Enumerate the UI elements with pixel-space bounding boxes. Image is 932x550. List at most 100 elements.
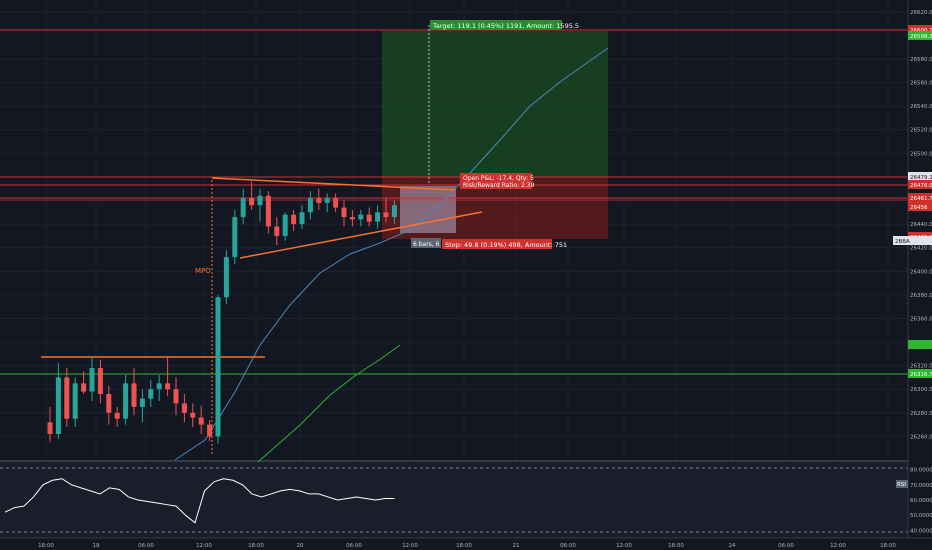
target-zone[interactable]: [382, 31, 608, 177]
time-tick-label: 18:00: [38, 543, 54, 549]
candle-body[interactable]: [215, 297, 221, 437]
rsi-badge-label: RSI: [897, 482, 906, 488]
time-axis-background: [0, 538, 932, 550]
candle-body[interactable]: [55, 377, 61, 435]
candle-body[interactable]: [165, 383, 171, 390]
rsi-line: [4, 478, 395, 524]
candle-body[interactable]: [282, 214, 288, 236]
candle-body[interactable]: [341, 207, 347, 218]
price-badge-label: 26316.7: [910, 372, 932, 378]
price-tick-label: 26440.0: [910, 222, 932, 228]
risk-reward-label: Risk/Reward Ratio: 2.39: [463, 182, 535, 189]
candle-body[interactable]: [156, 383, 162, 390]
price-tick-label: 26580.0: [910, 57, 932, 63]
price-badge: [908, 340, 932, 349]
rsi-badge-bg: [896, 480, 908, 488]
time-tick-label: 18:00: [456, 543, 472, 549]
time-tick-label: 12:00: [196, 543, 212, 549]
candle-body[interactable]: [190, 412, 196, 418]
price-tick-label: 26500.0: [910, 151, 932, 157]
candle-body[interactable]: [72, 383, 78, 419]
candle-body[interactable]: [181, 403, 187, 413]
target-label-bg: [430, 20, 562, 30]
candle-body[interactable]: [391, 205, 397, 218]
price-badge: [908, 202, 932, 211]
price-badge: [908, 31, 932, 40]
candle-body[interactable]: [81, 383, 87, 392]
candle-body[interactable]: [223, 257, 229, 298]
price-tick-label: 26540.0: [910, 104, 932, 110]
price-badge-label: 26461.7: [910, 196, 932, 202]
candle-body[interactable]: [139, 398, 145, 407]
stop-label: Stop: 49.8 (0.19%) 498, Amount: 751: [445, 241, 567, 249]
candle-body[interactable]: [240, 198, 246, 218]
candle-body[interactable]: [64, 377, 70, 419]
price-tick-label: 26360.0: [910, 316, 932, 322]
candle-body[interactable]: [148, 389, 154, 399]
candle-body[interactable]: [265, 195, 271, 227]
bars-label: 6 bars, 6: [413, 241, 440, 248]
candle-body[interactable]: [123, 383, 129, 419]
price-axis-background: [908, 0, 932, 550]
candle-body[interactable]: [383, 212, 389, 218]
time-tick-label: 06:00: [778, 543, 794, 549]
candle-body[interactable]: [274, 226, 280, 236]
time-tick-label: 06:00: [560, 543, 576, 549]
price-badge: [893, 236, 932, 245]
price-badge: [908, 193, 932, 202]
candle-body[interactable]: [324, 198, 330, 203]
price-tick-label: 26300.0: [910, 387, 932, 393]
candle-body[interactable]: [249, 198, 255, 206]
price-badge-label: 26476.0: [910, 183, 932, 189]
triangle-upper-trendline[interactable]: [211, 177, 456, 191]
rsi-tick-label: 40.0000: [910, 528, 932, 534]
price-tick-label: 26520.0: [910, 128, 932, 134]
triangle-lower-trendline[interactable]: [239, 211, 483, 259]
moving-average-green: [257, 344, 401, 463]
rsi-tick-label: 70.0000: [910, 483, 932, 489]
candle-body[interactable]: [97, 368, 103, 394]
open-pl-label: Open P&L: -17.4, Qty: 5: [463, 175, 534, 182]
time-tick-label: 20: [297, 543, 304, 549]
candle-body[interactable]: [89, 368, 95, 392]
candle-body[interactable]: [349, 217, 355, 220]
price-tick-label: 26320.0: [910, 364, 932, 370]
time-tick-label: 12:00: [402, 543, 418, 549]
candle-body[interactable]: [257, 195, 263, 206]
price-badge: [908, 25, 932, 34]
candle-body[interactable]: [106, 393, 112, 413]
time-tick-label: 18:00: [248, 543, 264, 549]
price-badge-label: 26479.1: [910, 175, 932, 181]
price-badge-label: 26456: [910, 205, 928, 211]
candle-body[interactable]: [366, 214, 372, 222]
pl-label-bg: [460, 173, 532, 189]
candle-body[interactable]: [333, 198, 339, 208]
candle-body[interactable]: [307, 198, 313, 213]
price-tick-label: 26400.0: [910, 269, 932, 275]
price-badge: [908, 369, 932, 378]
candle-body[interactable]: [207, 424, 213, 437]
stop-label-bg: [442, 239, 552, 249]
candle-body[interactable]: [358, 214, 364, 220]
mpo-label: MPO: [195, 267, 211, 275]
target-label: Target: 119.1 (0.45%) 1191, Amount: 1595…: [432, 22, 579, 30]
price-tick-label: 26280.0: [910, 411, 932, 417]
candle-body[interactable]: [114, 412, 120, 419]
candle-body[interactable]: [232, 217, 238, 258]
candle-body[interactable]: [131, 383, 137, 407]
candle-body[interactable]: [375, 212, 381, 222]
candle-body[interactable]: [316, 198, 322, 203]
time-tick-label: 19: [93, 543, 100, 549]
rsi-pane-background: [0, 462, 908, 538]
time-tick-label: 06:00: [138, 543, 154, 549]
price-badge-label: 26598.3: [910, 34, 932, 40]
candle-body[interactable]: [47, 422, 53, 435]
candle-body[interactable]: [291, 214, 297, 225]
candle-body[interactable]: [198, 417, 204, 425]
candle-body[interactable]: [299, 212, 305, 225]
price-badge-label: 2BBA: [895, 239, 910, 245]
time-tick-label: 21: [513, 543, 520, 549]
candle-body[interactable]: [173, 389, 179, 404]
price-tick-label: 26420.0: [910, 246, 932, 252]
